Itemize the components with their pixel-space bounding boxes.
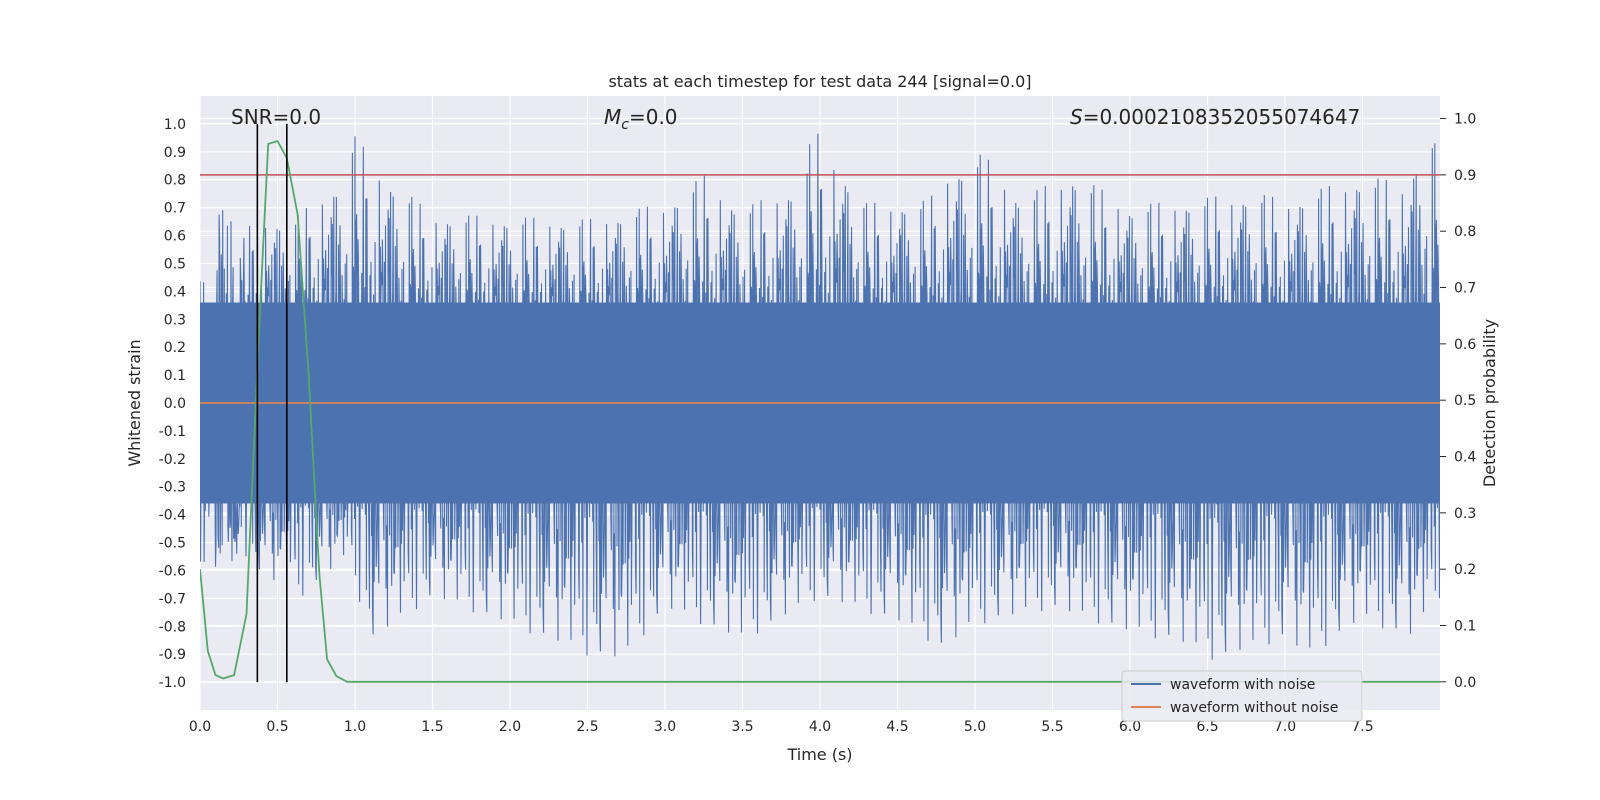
y2-tick-label: 0.8 [1454,224,1476,240]
y2-tick-label: 0.5 [1454,393,1476,409]
x-tick-label: 0.5 [266,719,288,735]
y2-tick-label: 0.1 [1454,619,1476,635]
y-tick-label: -0.8 [159,619,186,635]
x-tick-label: 0.0 [189,719,211,735]
x-axis-label: Time (s) [786,745,852,764]
y-tick-label: 0.7 [164,201,186,217]
y2-tick-label: 0.2 [1454,562,1476,578]
y-tick-label: 0.6 [164,229,186,245]
y-tick-label: -0.4 [159,508,186,524]
y-tick-label: -0.9 [159,647,186,663]
x-tick-label: 7.5 [1351,719,1373,735]
s-annotation: S=0.0002108352055074647 [1070,105,1360,129]
y-tick-label: -0.7 [159,591,186,607]
y-tick-label: 0.5 [164,256,186,272]
y-tick-label: 1.0 [164,117,186,133]
y2-tick-label: 0.9 [1454,168,1476,184]
chirp-mass-subscript: c [621,117,629,133]
legend: waveform with noise waveform without noi… [1121,670,1363,722]
y-tick-label: 0.9 [164,145,186,161]
y-tick-label: 0.8 [164,173,186,189]
ticks: 0.0 0.5 1.0 1.5 2.0 2.5 3.0 3.5 4.0 4.5 5.0 5.5 6.0 6… [159,112,1477,735]
x-tick-label: 5.0 [964,719,986,735]
legend-box [1121,670,1363,722]
x-tick-label: 3.0 [654,719,676,735]
y-tick-label: 0.4 [164,284,186,300]
y-tick-label: -0.5 [159,536,186,552]
y-tick-label: -0.2 [159,452,186,468]
noise-trace [200,133,1440,660]
y-tick-label: -1.0 [159,675,186,691]
s-value: =0.0002108352055074647 [1083,105,1361,129]
snr-annotation: SNR=0.0 [231,105,321,129]
x-tick-label: 5.5 [1041,719,1063,735]
chirp-mass-value: =0.0 [629,105,678,129]
y-tick-label: 0.1 [164,368,186,384]
y2-axis-label: Detection probability [1480,319,1499,487]
y-axis-label: Whitened strain [125,339,144,466]
legend-label-clean: waveform without noise [1170,700,1338,716]
x-tick-label: 4.5 [886,719,908,735]
y-tick-label: 0.2 [164,340,186,356]
x-tick-label: 4.0 [809,719,831,735]
x-tick-label: 2.5 [576,719,598,735]
y-tick-label: 0.0 [164,396,186,412]
x-tick-label: 7.0 [1274,719,1296,735]
y2-tick-label: 1.0 [1454,112,1476,128]
s-symbol: S [1070,105,1083,129]
x-tick-label: 6.0 [1119,719,1141,735]
y-tick-label: -0.1 [159,424,186,440]
y-tick-label: 0.3 [164,312,186,328]
y-tick-label: -0.3 [159,480,186,496]
chirp-mass-annotation: Mc=0.0 [604,105,678,133]
x-tick-label: 1.5 [421,719,443,735]
y2-tick-label: 0.3 [1454,506,1476,522]
y2-tick-label: 0.7 [1454,281,1476,297]
y2-tick-label: 0.0 [1454,675,1476,691]
x-tick-label: 1.0 [344,719,366,735]
detection-probability-line [200,140,1440,683]
chart-title: stats at each timestep for test data 244… [608,72,1031,91]
y2-tick-label: 0.4 [1454,450,1476,466]
y2-tick-label: 0.6 [1454,337,1476,353]
legend-label-noise: waveform with noise [1170,677,1315,693]
x-tick-label: 2.0 [499,719,521,735]
line-series [200,123,1440,683]
y-tick-label: -0.6 [159,563,186,579]
chirp-mass-symbol: M [604,105,621,129]
x-tick-label: 6.5 [1196,719,1218,735]
x-tick-label: 3.5 [731,719,753,735]
